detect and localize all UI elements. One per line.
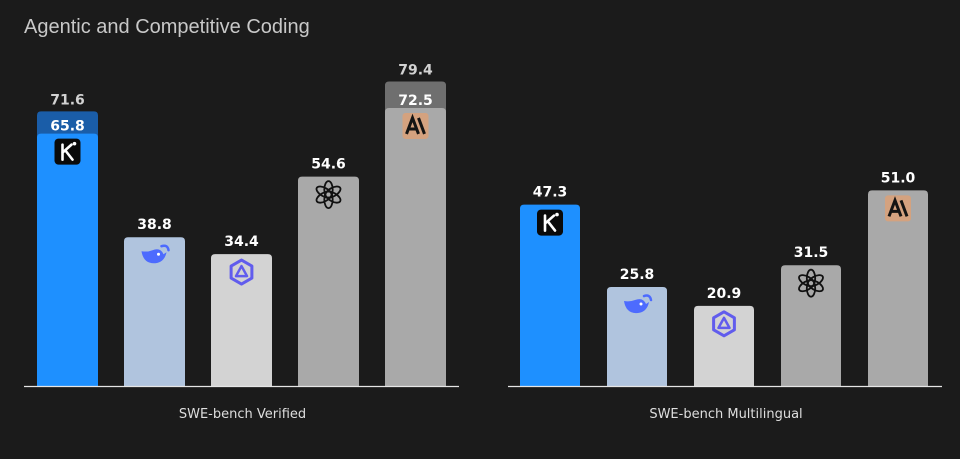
value-label-kimi: 47.3: [533, 185, 568, 201]
chart-panel-2: 47.3 25.8 20.9 31.5 51.0 SWE-bench Multilingu…: [508, 170, 942, 422]
value-label-deepseek: 38.8: [137, 217, 172, 233]
deepseek-whale-icon: [624, 294, 653, 314]
bar-group-kimi: 71.6 65.8: [37, 92, 98, 386]
x-axis-label-2: SWE-bench Multilingual: [649, 407, 802, 422]
value-label-openai: 54.6: [311, 157, 346, 173]
bar-group-qwen: 34.4: [211, 234, 272, 386]
bar-openai: [781, 265, 841, 386]
value-label-openai: 31.5: [794, 245, 829, 261]
bar-group-openai: 31.5: [781, 245, 841, 386]
bar-group-deepseek: 38.8: [124, 217, 185, 386]
bar-group-anthropic: 79.4 72.5: [385, 62, 446, 387]
value-label-anthropic: 72.5: [398, 93, 433, 109]
bar-kimi: [520, 204, 580, 386]
qwen-logo-icon: [229, 258, 254, 286]
deepseek-whale-icon: [141, 244, 170, 264]
value-label-kimi: 65.8: [50, 119, 85, 135]
bar-anthropic: [868, 190, 928, 386]
value-label-qwen: 34.4: [224, 234, 259, 250]
openai-logo-icon: [315, 180, 342, 209]
value-label-kimi-extended: 71.6: [50, 92, 85, 108]
bar-deepseek: [607, 287, 667, 386]
bar-group-openai: 54.6: [298, 157, 359, 386]
qwen-logo-icon: [712, 310, 736, 338]
kimi-logo-icon: [537, 209, 563, 236]
anthropic-logo-icon: [885, 195, 911, 222]
value-label-anthropic: 51.0: [881, 170, 916, 186]
bar-group-qwen: 20.9: [694, 286, 754, 386]
value-label-qwen: 20.9: [707, 286, 742, 302]
bar-openai: [298, 176, 359, 386]
anthropic-logo-icon: [402, 112, 429, 139]
bar-group-kimi: 47.3: [520, 185, 580, 386]
kimi-logo-icon: [54, 138, 81, 165]
x-axis-label-1: SWE-bench Verified: [179, 407, 306, 422]
openai-logo-icon: [798, 268, 824, 298]
page-title: Agentic and Competitive Coding: [24, 16, 310, 38]
bar-group-deepseek: 25.8: [607, 267, 667, 386]
bar-anthropic: [385, 107, 446, 387]
value-label-anthropic-extended: 79.4: [398, 62, 433, 78]
bar-kimi: [37, 133, 98, 386]
bar-group-anthropic: 51.0: [868, 170, 928, 386]
bar-qwen: [211, 254, 272, 386]
chart-panel-1: 71.6 65.8 38.8 34.4 54.6 79.4 72.5 SWE-bench Ve…: [24, 62, 459, 422]
bar-qwen: [694, 305, 754, 386]
value-label-deepseek: 25.8: [620, 267, 655, 283]
bar-deepseek: [124, 237, 185, 386]
